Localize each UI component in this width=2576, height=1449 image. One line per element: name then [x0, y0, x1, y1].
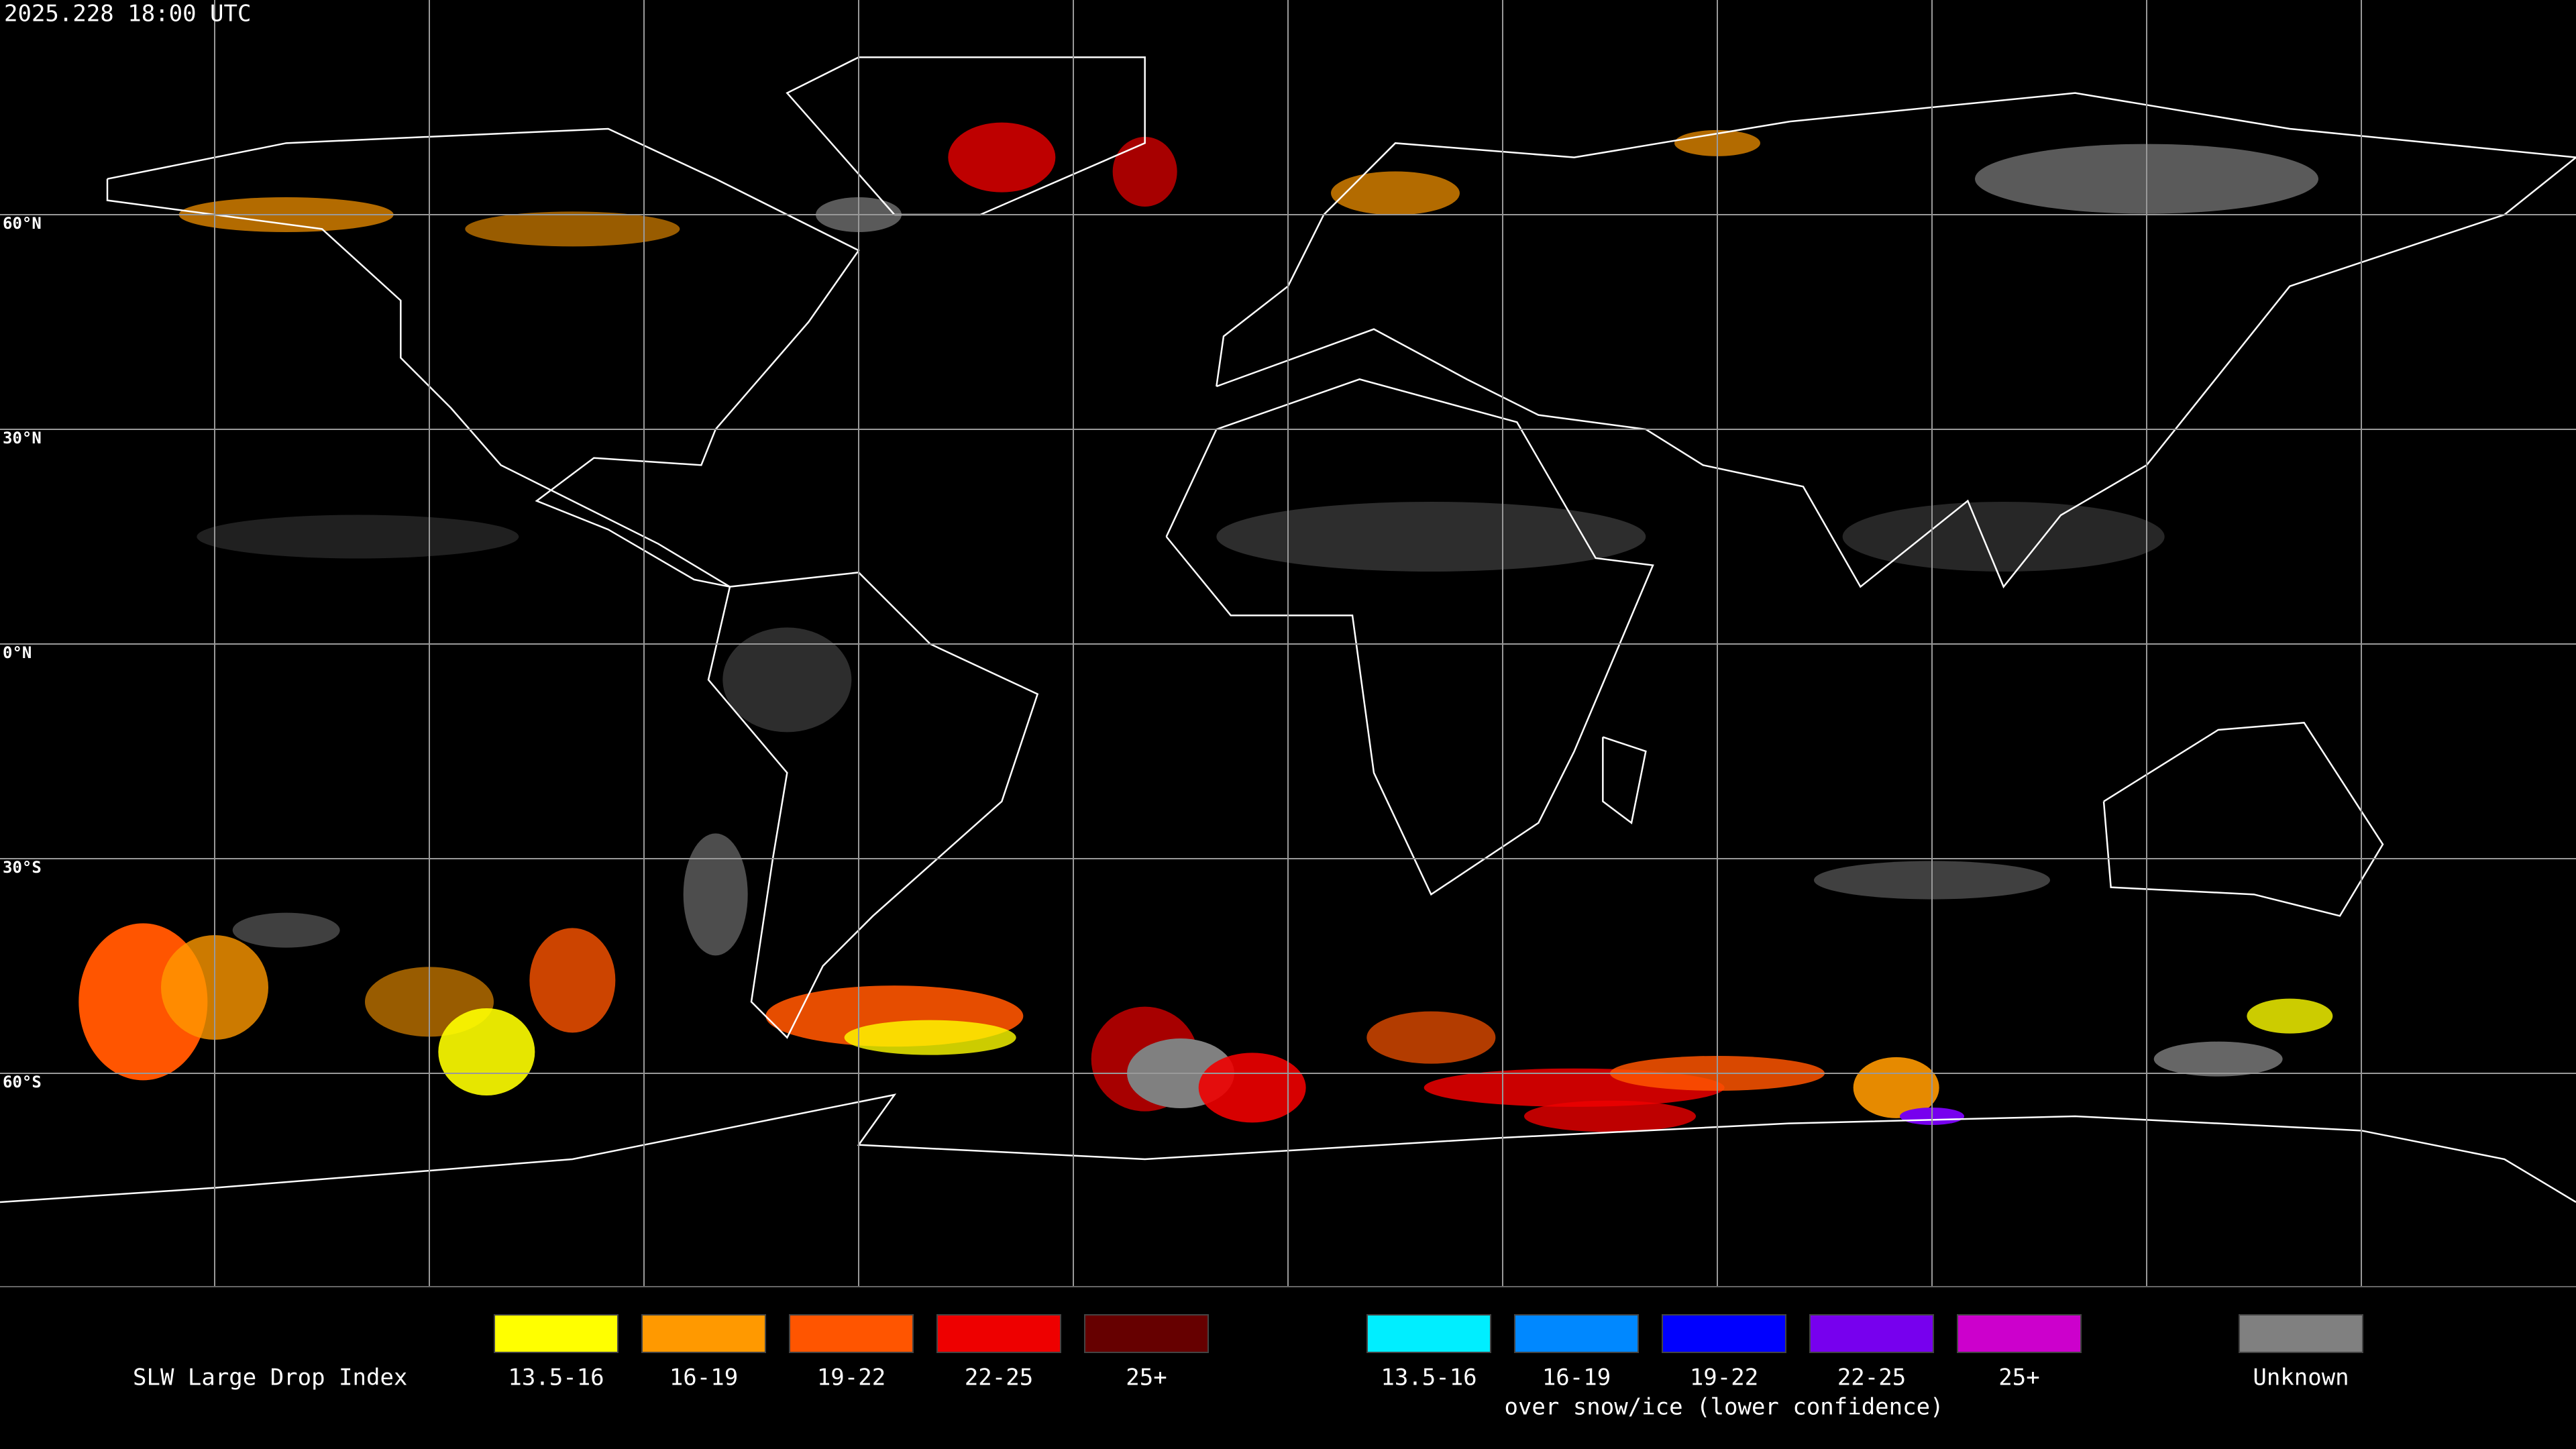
legend-caption: over snow/ice (lower confidence) [1504, 1394, 1943, 1421]
legend-label: 16-19 [669, 1364, 738, 1391]
cloud-patch [197, 515, 519, 559]
latitude-label: 30°N [3, 429, 42, 447]
cloud-patch [1331, 171, 1460, 215]
legend-label: 25+ [1126, 1364, 1167, 1391]
coastline [1602, 736, 1647, 824]
cloud-patch [722, 627, 852, 733]
legend-label: 22-25 [1837, 1364, 1906, 1391]
cloud-patch [232, 912, 340, 948]
legend-swatch [789, 1314, 914, 1353]
cloud-patch [683, 833, 748, 956]
latitude-label: 60°N [3, 214, 42, 233]
legend-swatch [1084, 1314, 1209, 1353]
cloud-patch [529, 928, 616, 1033]
cloud-patch [1842, 502, 2165, 572]
legend-swatch [1662, 1314, 1786, 1353]
cloud-patch [1853, 1057, 1939, 1118]
cloud-patch [844, 1020, 1016, 1055]
cloud-patch [465, 211, 680, 247]
legend-swatch [1514, 1314, 1639, 1353]
legend-label: 13.5-16 [1381, 1364, 1477, 1391]
latitude-label: 60°S [3, 1073, 42, 1091]
legend-swatch [494, 1314, 619, 1353]
legend-swatch [2239, 1314, 2363, 1353]
legend-swatch [1809, 1314, 1934, 1353]
legend-swatch [1366, 1314, 1491, 1353]
graticule [0, 0, 2576, 1287]
cloud-patch [948, 122, 1056, 193]
cloud-patch [438, 1008, 535, 1095]
latitude-label: 30°S [3, 858, 42, 877]
legend-swatch [641, 1314, 766, 1353]
legend-swatch [1957, 1314, 2082, 1353]
cloud-patch [1366, 1011, 1496, 1064]
cloud-patch [1216, 502, 1646, 572]
cloud-patch [1524, 1100, 1696, 1132]
timestamp: 2025.228 18:00 UTC [4, 1, 251, 28]
legend-title: SLW Large Drop Index [133, 1364, 407, 1391]
legend-label: 25+ [1998, 1364, 2039, 1391]
legend-label: 19-22 [1690, 1364, 1758, 1391]
legend-label: Unknown [2253, 1364, 2349, 1391]
legend-label: 22-25 [965, 1364, 1033, 1391]
legend-label: 19-22 [817, 1364, 885, 1391]
cloud-patch [2247, 998, 2333, 1034]
cloud-patch [1112, 137, 1177, 207]
legend-swatch [936, 1314, 1061, 1353]
legend: 13.5-16 16-19 19-22 22-25 25+ 13.5-16 16-19 19-… [494, 1314, 2363, 1421]
legend-label: 16-19 [1542, 1364, 1611, 1391]
cloud-patch [1198, 1053, 1306, 1123]
cloud-patch [2153, 1041, 2283, 1077]
coastline [1165, 378, 1654, 896]
cloud-field [78, 122, 2333, 1132]
latitude-label: 0°N [3, 643, 32, 662]
legend-label: 13.5-16 [508, 1364, 604, 1391]
